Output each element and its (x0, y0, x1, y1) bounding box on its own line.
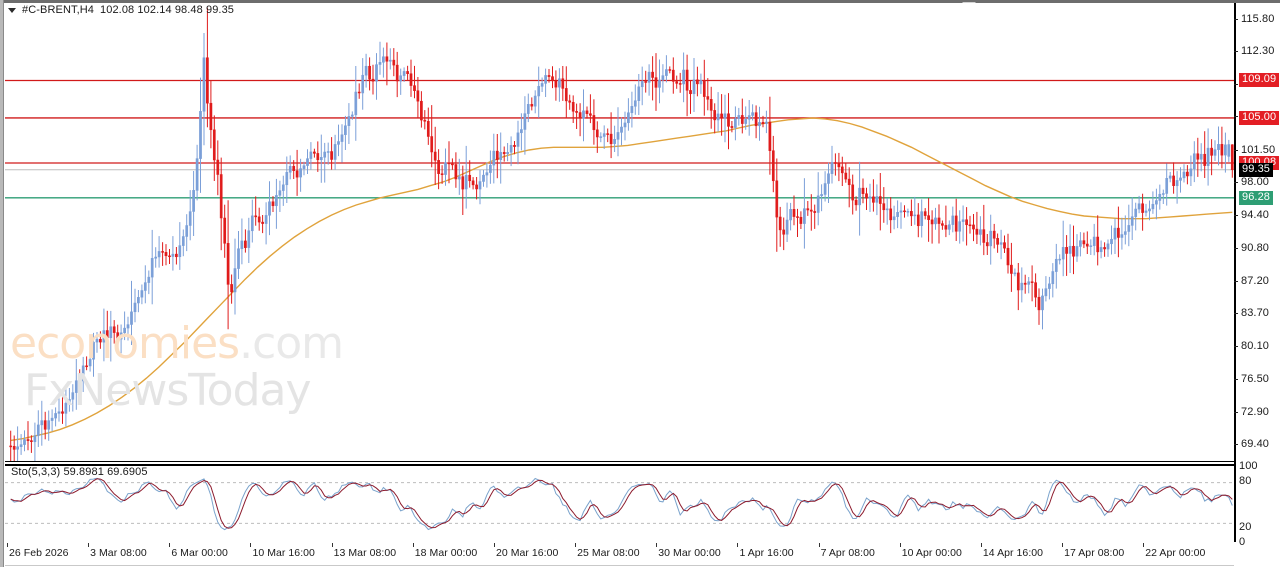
time-tick-label: 7 Apr 08:00 (820, 547, 875, 559)
time-tick-label: 17 Apr 08:00 (1064, 547, 1125, 559)
indicator-tick-label: 20 (1239, 520, 1252, 533)
ohlc-values: 102.08 102.14 98.48 99.35 (100, 4, 235, 16)
window-frame-left (0, 0, 3, 567)
price-tick (1234, 444, 1238, 446)
indicator-label: Sto(5,3,3) 59.8981 69.6905 (9, 466, 150, 478)
price-tick-label: 72.90 (1241, 405, 1270, 418)
time-tick (331, 543, 333, 547)
time-tick-label: 30 Mar 00:00 (658, 547, 721, 559)
time-axis[interactable]: 26 Feb 2026 3 Mar 08:00 6 Mar 00:00 10 Mar … (5, 543, 1234, 567)
price-tick (1234, 346, 1238, 348)
time-tick-label: 25 Mar 08:00 (577, 547, 640, 559)
price-tick (1234, 379, 1238, 381)
price-tick-label: 112.30 (1241, 45, 1275, 58)
time-tick (250, 543, 252, 547)
price-tick (1234, 281, 1238, 282)
price-tick-label: 90.80 (1241, 242, 1270, 255)
price-tick (1234, 51, 1238, 53)
price-tick (1234, 116, 1238, 118)
time-tick (88, 543, 90, 547)
moving-average-line (10, 117, 1233, 442)
time-tick-label: 22 Apr 00:00 (1145, 547, 1206, 559)
stochastic-indicator-pane[interactable] (5, 464, 1234, 545)
price-badge-last-price[interactable]: 99.35 (1239, 162, 1274, 177)
time-tick (169, 543, 171, 547)
time-tick-label: 10 Mar 16:00 (252, 547, 315, 559)
time-tick-label: 10 Apr 00:00 (901, 547, 962, 559)
triangle-down-icon[interactable] (8, 7, 16, 13)
time-tick-label: 13 Mar 08:00 (333, 547, 397, 559)
price-axis-line (1234, 3, 1236, 542)
time-tick (656, 543, 658, 547)
price-tick-label: 98.00 (1241, 176, 1270, 189)
stochastic-svg (5, 477, 1234, 531)
indicator-tick-label: 80 (1239, 475, 1252, 488)
price-tick-label: 94.40 (1241, 209, 1270, 222)
price-badge-support[interactable]: 96.28 (1239, 190, 1274, 205)
price-tick (1234, 182, 1238, 184)
time-tick-label: 6 Mar 00:00 (171, 547, 228, 559)
price-tick-label: 87.20 (1241, 275, 1270, 287)
time-axis-baseline (5, 565, 1234, 566)
price-tick (1234, 215, 1238, 217)
time-tick-label: 26 Feb 2026 (9, 547, 69, 559)
time-tick (412, 543, 414, 547)
price-tick (1234, 313, 1238, 315)
price-tick (1234, 19, 1238, 21)
window-frame-left-inner (3, 0, 4, 567)
time-tick-label: 3 Mar 08:00 (90, 547, 147, 559)
time-tick (1143, 543, 1145, 547)
time-tick (737, 543, 739, 547)
price-chart-pane[interactable] (5, 3, 1234, 462)
time-tick (818, 543, 820, 547)
price-badge-resistance[interactable]: 105.00 (1239, 110, 1280, 125)
price-tick-label: 115.80 (1241, 13, 1275, 26)
price-chart-svg (5, 7, 1234, 461)
time-tick (1062, 543, 1064, 547)
price-tick-label: 83.70 (1241, 307, 1270, 320)
time-tick-label: 20 Mar 16:00 (495, 547, 559, 559)
candlestick-series (9, 7, 1234, 461)
price-tick-label: 80.10 (1241, 340, 1270, 353)
price-tick-label: 76.50 (1241, 373, 1270, 386)
time-tick (575, 543, 577, 547)
time-tick (7, 543, 8, 547)
time-tick-label: 14 Apr 16:00 (982, 547, 1044, 559)
window-frame-top (0, 0, 1280, 3)
price-badge-resistance[interactable]: 109.09 (1239, 73, 1280, 88)
indicator-tick-label: 0 (1239, 536, 1246, 548)
price-tick-label: 101.50 (1241, 144, 1276, 157)
price-tick (1234, 248, 1238, 250)
price-tick (1234, 150, 1238, 152)
time-tick (493, 543, 495, 547)
chart-header: #C-BRENT,H4 102.08 102.14 98.48 99.35 (8, 4, 234, 16)
time-tick-label: 18 Mar 00:00 (414, 547, 478, 559)
time-tick (980, 543, 982, 547)
time-tick-label: 1 Apr 16:00 (739, 547, 794, 559)
indicator-tick-label: 100 (1239, 460, 1258, 472)
stochastic-k-line (10, 477, 1233, 531)
price-tick (1234, 411, 1238, 413)
price-tick-label: 69.40 (1241, 438, 1270, 451)
time-tick (899, 543, 901, 547)
price-axis[interactable]: 115.80112.30108.70105.20101.5098.0094.40… (1234, 3, 1280, 548)
price-tick (1234, 84, 1238, 86)
symbol-label: #C-BRENT,H4 (22, 4, 95, 16)
stochastic-d-line (10, 478, 1233, 529)
